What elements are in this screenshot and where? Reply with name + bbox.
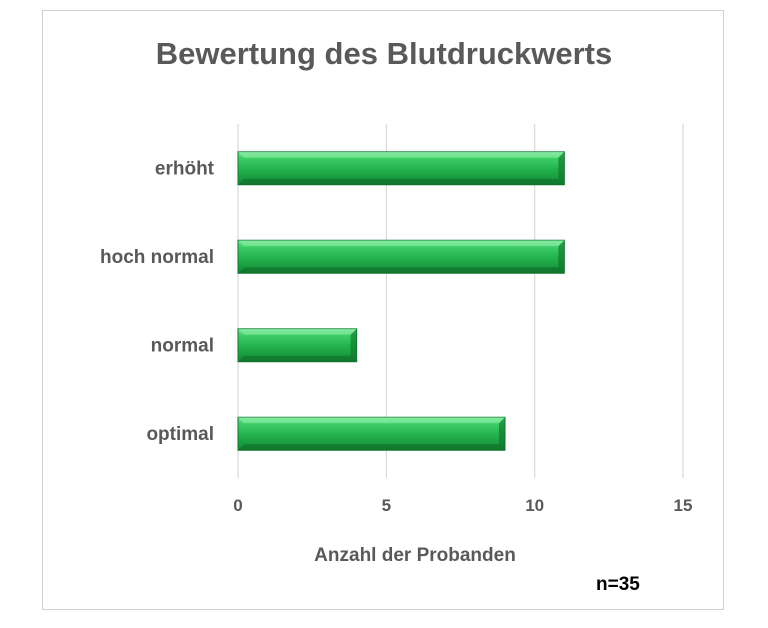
x-tick-label: 15	[674, 496, 693, 515]
bar-bevel-top	[238, 240, 565, 247]
bar-bevel-top	[238, 417, 505, 424]
bar-bevel-end	[558, 151, 565, 185]
category-label: erhöht	[155, 158, 215, 179]
bar-bevel-bottom	[238, 267, 565, 274]
sample-size-annotation: n=35	[596, 574, 640, 595]
bar	[237, 151, 565, 186]
category-label: optimal	[146, 424, 214, 445]
bar	[237, 328, 358, 363]
bar-bevel-bottom	[238, 444, 505, 451]
x-tick-label: 0	[233, 496, 242, 515]
bar-bevel-end	[350, 328, 357, 362]
bar-bevel-top	[238, 328, 357, 335]
bar-bevel-bottom	[238, 355, 357, 362]
bar-bevel-end	[499, 417, 505, 451]
bar	[237, 239, 565, 274]
chart-title: Bewertung des Blutdruckwerts	[155, 36, 613, 71]
x-axis-title: Anzahl der Probanden	[314, 545, 516, 566]
bar	[237, 416, 506, 451]
x-tick-label: 10	[525, 496, 544, 515]
category-label: hoch normal	[100, 247, 214, 268]
bar-bevel-bottom	[238, 178, 565, 185]
bar-bevel-end	[558, 240, 565, 274]
bar-bevel-top	[238, 151, 565, 158]
x-tick-label: 5	[382, 496, 391, 515]
chart-frame	[42, 10, 724, 610]
category-label: normal	[151, 335, 214, 356]
